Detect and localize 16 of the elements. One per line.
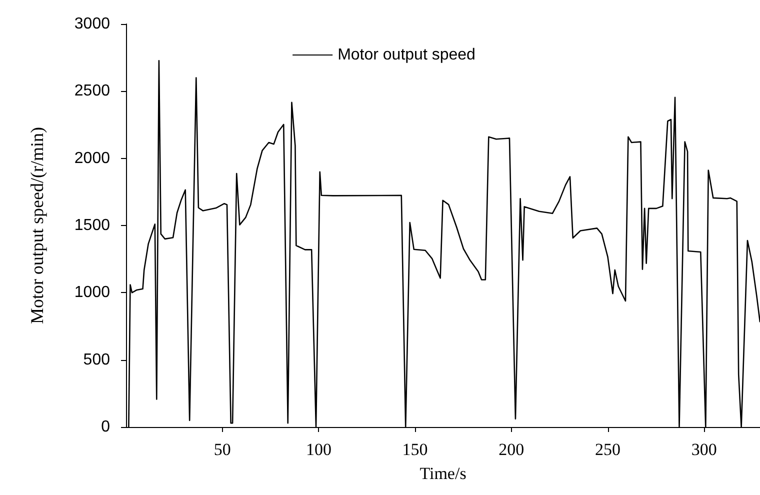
legend-label: Motor output speed (338, 46, 476, 64)
y-tick-label: 2000 (74, 150, 110, 167)
y-tick-label: 2500 (74, 82, 110, 100)
x-tick-label: 200 (498, 440, 524, 459)
y-tick-label: 1000 (74, 284, 110, 302)
y-axis-title: Motor output speed/(r/min) (27, 127, 47, 324)
y-tick-label: 500 (83, 351, 110, 368)
y-tick-label: 0 (101, 418, 110, 436)
x-tick-label: 150 (402, 440, 428, 459)
y-tick-label: 3000 (74, 16, 110, 32)
x-tick-label: 50 (214, 440, 231, 459)
x-tick-label: 300 (691, 440, 717, 459)
x-axis-title: Time/s (420, 464, 466, 483)
x-tick-label: 250 (595, 440, 621, 459)
y-tick-label: 1500 (74, 217, 110, 234)
x-tick-label: 100 (306, 440, 332, 459)
